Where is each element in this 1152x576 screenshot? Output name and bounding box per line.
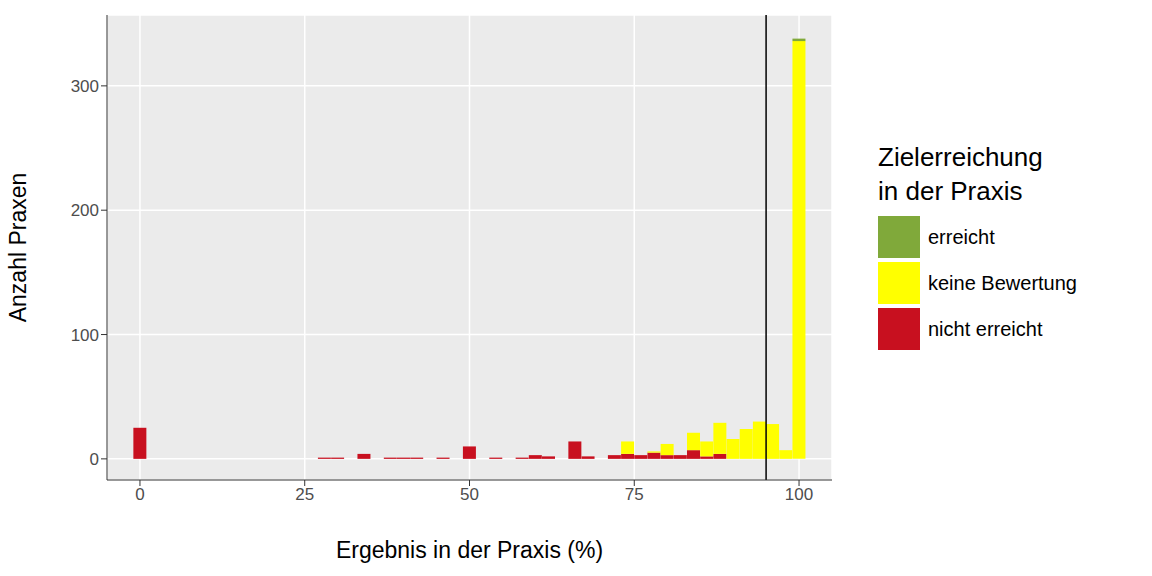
svg-text:100: 100 [785, 485, 813, 504]
svg-text:25: 25 [295, 485, 314, 504]
svg-text:300: 300 [71, 77, 99, 96]
svg-text:75: 75 [625, 485, 644, 504]
svg-text:Ergebnis in der Praxis (%): Ergebnis in der Praxis (%) [336, 537, 603, 563]
svg-text:Anzahl Praxen: Anzahl Praxen [8, 173, 31, 323]
html-text:keine Bewertung: keine Bewertung [928, 271, 1077, 294]
svg-text:200: 200 [71, 201, 99, 220]
html-text:erreicht: erreicht [928, 225, 995, 248]
svg-text:0: 0 [135, 485, 144, 504]
svg-text:100: 100 [71, 326, 99, 345]
svg-text:50: 50 [460, 485, 479, 504]
html-text:nicht erreicht: nicht erreicht [928, 317, 1043, 340]
html-text:Zielerreichung in der Praxis: Zielerreichung in der Praxis [878, 142, 1043, 206]
svg-text:0: 0 [90, 450, 99, 469]
